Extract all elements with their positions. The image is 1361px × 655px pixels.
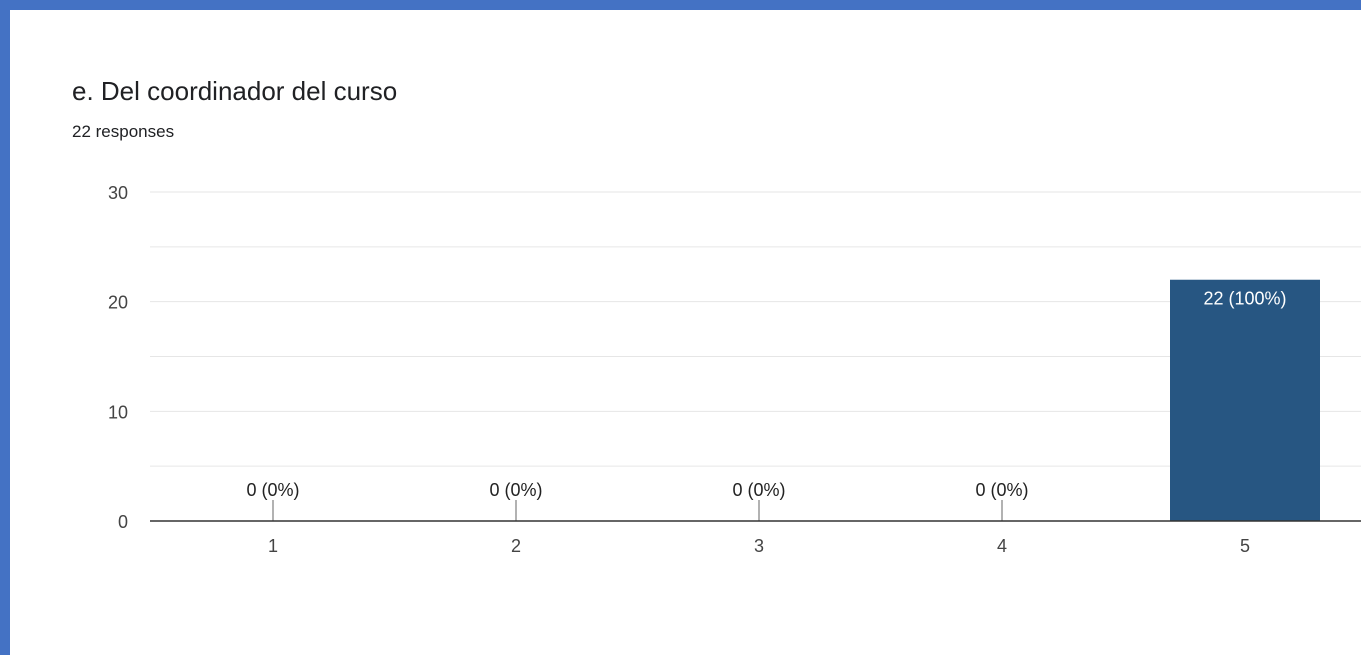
y-tick-label: 30 [108,183,128,203]
y-tick-label: 0 [118,512,128,532]
x-tick-label: 1 [268,536,278,556]
response-count: 22 responses [72,122,175,141]
bar-data-label: 0 (0%) [732,480,785,500]
y-tick-label: 20 [108,293,128,313]
x-tick-label: 3 [754,536,764,556]
bar-data-label: 0 (0%) [246,480,299,500]
x-tick-label: 5 [1240,536,1250,556]
y-tick-label: 10 [108,402,128,422]
x-tick-label: 2 [511,536,521,556]
bar [1170,279,1320,521]
bar-data-label: 0 (0%) [975,480,1028,500]
bar-data-label: 0 (0%) [489,480,542,500]
chart-title: e. Del coordinador del curso [72,76,398,106]
bar-data-label: 22 (100%) [1203,289,1286,309]
x-tick-label: 4 [997,536,1007,556]
